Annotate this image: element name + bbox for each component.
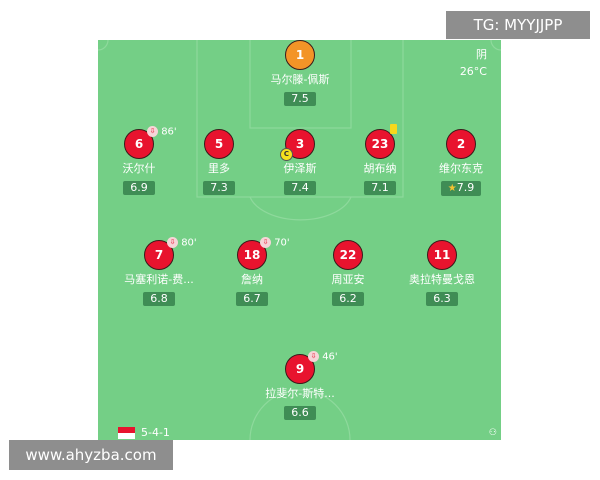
player-number: 23 [371,137,389,151]
player-name: 马塞利诺-费... [124,273,194,286]
captain-icon: C [280,148,293,161]
pitch-lines [98,40,501,440]
player-18[interactable]: 18 ⇩ 70' 詹纳 6.7 [202,237,302,306]
player-name: 沃尔什 [122,162,156,175]
player-number: 5 [204,129,234,159]
player-rating: 7.3 [203,181,235,195]
team-flag-icon [118,426,135,439]
player-number: 1 [285,40,315,70]
weather-condition: 阴 [476,48,487,61]
player-name: 里多 [208,162,230,175]
sub-minute: 46' [322,351,338,363]
player-name: 拉斐尔-斯特... [265,387,335,400]
star-icon: ★ [447,183,457,194]
formation: 5-4-1 [118,426,170,439]
sub-out-icon: ⇩ [308,351,319,362]
yellow-card-icon [390,124,397,134]
player-number: 18 [243,248,261,262]
player-22[interactable]: 22 周亚安 6.2 [298,240,398,306]
player-name: 伊泽斯 [283,162,317,175]
substitution: ⇩ 86' [147,126,177,139]
player-number: 7 [154,248,164,262]
player-name: 詹纳 [241,273,263,286]
watermark-top: TG: MYYJJPP [446,11,590,39]
player-number: 11 [427,240,457,270]
player-name: 马尔滕-佩斯 [270,73,330,86]
player-2[interactable]: 2 维尔东克 ★7.9 [411,129,501,196]
pitch: 阴 26°C 1 马尔滕-佩斯 7.5 6 ⇩ 86' 沃尔什 6.9 5 里多… [98,40,501,440]
player-name: 周亚安 [331,273,365,286]
watermark-bottom: www.ahyzba.com [9,440,173,470]
player-7[interactable]: 7 ⇩ 80' 马塞利诺-费... 6.8 [109,237,209,306]
player-rating: 7.4 [284,181,316,195]
player-3[interactable]: 3 C 伊泽斯 7.4 [250,129,350,195]
player-6[interactable]: 6 ⇩ 86' 沃尔什 6.9 [98,126,189,195]
sub-minute: 86' [161,126,177,138]
player-name: 维尔东克 [439,162,483,175]
player-rating: 6.7 [236,292,268,306]
player-number: 2 [446,129,476,159]
players-icon[interactable]: ⚇ [488,428,497,438]
player-number: 3 [295,137,305,151]
player-rating: 6.8 [143,292,175,306]
weather-temperature: 26°C [459,65,487,78]
substitution: ⇩ 70' [260,237,290,250]
player-11[interactable]: 11 奥拉特曼戈恩 6.3 [392,240,492,306]
player-number: 9 [295,362,305,376]
sub-minute: 70' [274,237,290,249]
weather-info: 阴 26°C [460,46,487,80]
player-rating: 6.6 [284,406,316,420]
player-9[interactable]: 9 ⇩ 46' 拉斐尔-斯特... 6.6 [250,351,350,420]
formation-label: 5-4-1 [141,426,170,439]
player-1[interactable]: 1 马尔滕-佩斯 7.5 [250,40,350,106]
sub-out-icon: ⇩ [260,237,271,248]
player-rating: 6.2 [332,292,364,306]
player-rating: ★7.9 [440,181,482,196]
player-number: 6 [134,137,144,151]
player-rating: 7.5 [284,92,316,106]
player-rating: 6.3 [426,292,458,306]
substitution: ⇩ 80' [167,237,197,250]
player-rating: 7.1 [364,181,396,195]
player-name: 胡布纳 [363,162,397,175]
player-number: 22 [333,240,363,270]
sub-out-icon: ⇩ [147,126,158,137]
player-rating: 6.9 [123,181,155,195]
player-name: 奥拉特曼戈恩 [409,273,475,286]
player-23[interactable]: 23 胡布纳 7.1 [330,124,430,195]
substitution: ⇩ 46' [308,351,338,364]
player-5[interactable]: 5 里多 7.3 [169,129,269,195]
sub-out-icon: ⇩ [167,237,178,248]
sub-minute: 80' [181,237,197,249]
